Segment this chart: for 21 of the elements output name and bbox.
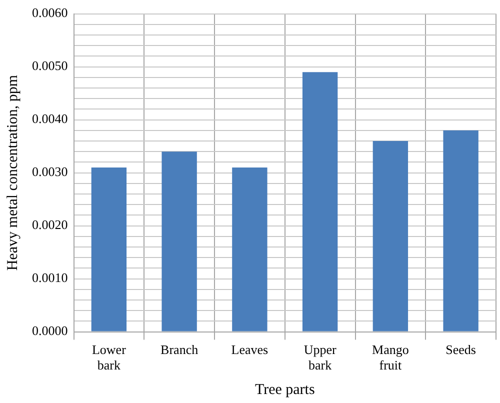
y-tick-label: 0.0050 xyxy=(32,58,68,74)
x-tick-label: Lower bark xyxy=(92,342,127,373)
y-tick-label: 0.0030 xyxy=(32,164,68,180)
bar xyxy=(302,72,338,332)
x-tick-label: Leaves xyxy=(231,342,268,358)
x-tick-label: Upper bark xyxy=(304,342,337,373)
y-axis-title: Heavy metal concentration, ppm xyxy=(4,74,21,271)
x-tick-label: Seeds xyxy=(446,342,476,358)
bar xyxy=(443,130,478,332)
y-tick-label: 0.0020 xyxy=(32,217,68,232)
x-axis-title: Tree parts xyxy=(254,382,315,398)
bar xyxy=(232,168,268,332)
x-tick-label: Mango fruit xyxy=(372,342,409,373)
y-tick-label: 0.0000 xyxy=(32,323,68,338)
y-tick-label: 0.0010 xyxy=(32,270,68,286)
y-tick-label: 0.0060 xyxy=(32,5,68,20)
x-tick-label: Branch xyxy=(160,342,199,358)
bar xyxy=(372,141,408,332)
y-tick-label: 0.0040 xyxy=(32,111,68,126)
bar xyxy=(91,168,127,332)
bar xyxy=(162,152,197,332)
